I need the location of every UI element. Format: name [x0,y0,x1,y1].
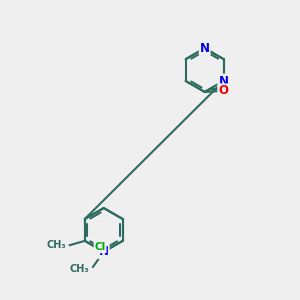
Text: Cl: Cl [94,242,106,252]
Text: N: N [219,74,229,88]
Text: CH₃: CH₃ [46,240,66,250]
Text: N: N [200,42,210,55]
Text: CH₃: CH₃ [70,264,89,274]
Text: O: O [218,84,228,98]
Text: N: N [99,245,109,258]
